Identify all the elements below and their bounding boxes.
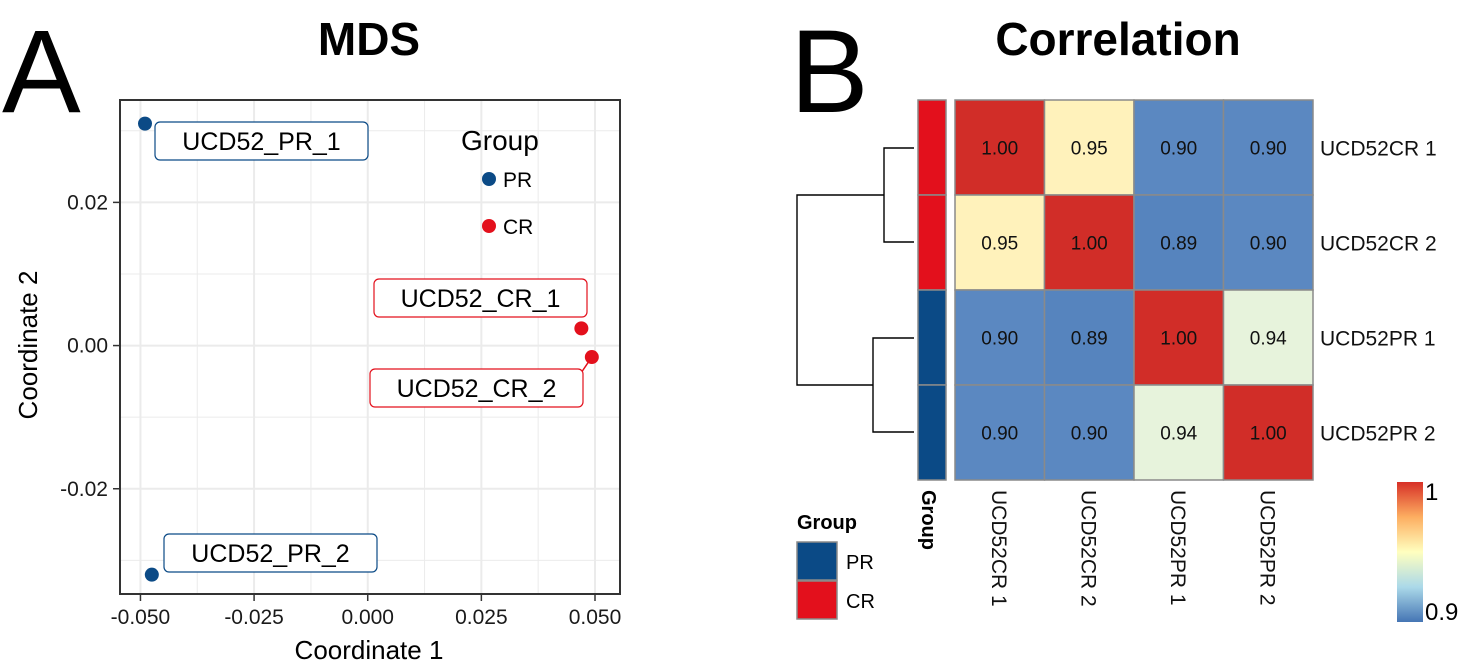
heatmap-column-labels: UCD52CR 1 UCD52CR 2 UCD52PR 1 UCD52PR 2 [987, 490, 1279, 607]
heatmap-cell-value: 1.00 [1160, 329, 1197, 350]
heatmap-row-labels: UCD52CR 1 UCD52CR 2 UCD52PR 1 UCD52PR 2 [1320, 138, 1437, 446]
heatmap-legend-cr-swatch [796, 580, 838, 620]
heatmap-cell-value: 0.90 [1071, 424, 1108, 445]
heatmap-column-label: UCD52PR 1 [1166, 490, 1189, 606]
panel-b-letter: B [790, 6, 869, 138]
heatmap-cell-value: 0.90 [981, 424, 1018, 445]
mds-x-tick-label: 0.025 [455, 606, 508, 629]
mds-y-tick-label: 0.00 [67, 335, 108, 358]
mds-legend-pr-marker [482, 172, 496, 186]
panel-a-letter: A [2, 6, 81, 138]
heatmap-cell [1043, 194, 1135, 291]
heatmap-cell-value: 1.00 [1250, 424, 1287, 445]
mds-point-label-box [154, 121, 369, 161]
mds-point [584, 350, 599, 365]
heatmap-cell [954, 99, 1046, 196]
heatmap-cell [1043, 289, 1135, 386]
heatmap-column-label: UCD52CR 1 [987, 490, 1010, 607]
heatmap-legend-pr-label: PR [846, 552, 874, 574]
heatmap-title: Correlation [995, 13, 1240, 65]
mds-point-label-box [373, 278, 588, 318]
heatmap-column-label: UCD52CR 2 [1076, 490, 1099, 607]
heatmap-row-label: UCD52CR 1 [1320, 138, 1437, 161]
annotation-label: Group [917, 490, 939, 550]
heatmap-cell [1043, 384, 1135, 481]
row-dendrogram [796, 147, 914, 433]
heatmap-cell [954, 194, 1046, 291]
heatmap-cell-value: 0.94 [1160, 424, 1197, 445]
mds-x-tick-label: 0.050 [569, 606, 622, 629]
heatmap-cell-value: 0.90 [1160, 139, 1197, 160]
group-annotation-cell [917, 194, 947, 291]
heatmap-cell-value: 1.00 [1071, 234, 1108, 255]
mds-legend-pr-label: PR [503, 169, 532, 192]
heatmap-row-label: UCD52PR 2 [1320, 423, 1436, 446]
mds-y-tick-label: 0.02 [67, 191, 108, 214]
mds-point-label-box [163, 533, 378, 573]
mds-point-label: UCD52_CR_2 [397, 375, 557, 403]
heatmap-cell [1222, 99, 1314, 196]
heatmap-legend-pr-swatch [796, 541, 838, 581]
mds-legend: Group PR CR [461, 125, 539, 239]
mds-xlabel: Coordinate 1 [295, 635, 444, 665]
mds-point-label: UCD52_PR_1 [182, 128, 340, 156]
heatmap-cell-value: 0.95 [981, 234, 1018, 255]
heatmap-cell-value: 0.90 [1250, 234, 1287, 255]
colorbar-max-label: 1 [1425, 479, 1438, 506]
heatmap-cell [1133, 194, 1225, 291]
mds-x-tick-label: -0.050 [111, 606, 171, 629]
mds-y-tick-label: -0.02 [60, 478, 108, 501]
heatmap-cell-value: 0.89 [1160, 234, 1197, 255]
mds-point-label: UCD52_CR_1 [401, 285, 561, 313]
heatmap-cell [1222, 194, 1314, 291]
heatmap-cell-value: 0.89 [1071, 329, 1108, 350]
mds-point [138, 116, 152, 131]
mds-plot-area: -0.050 -0.025 0.000 0.025 0.050 -0.02 0.00 0.02… [60, 99, 622, 629]
mds-title: MDS [318, 13, 420, 65]
heatmap-cell-value: 0.90 [981, 329, 1018, 350]
heatmap-row-label: UCD52PR 1 [1320, 328, 1436, 351]
mds-panel-border [119, 99, 621, 595]
colorbar [1397, 482, 1423, 622]
heatmap-group-legend: Group PR CR [796, 512, 875, 620]
group-annotation-cell [917, 289, 947, 386]
mds-panel-background [120, 100, 620, 594]
mds-point-label: UCD52_PR_2 [191, 540, 349, 568]
mds-x-tick-label: 0.000 [341, 606, 394, 629]
mds-point [574, 321, 589, 336]
heatmap-column-label: UCD52PR 2 [1255, 490, 1278, 606]
mds-x-tick-label: -0.025 [224, 606, 284, 629]
heatmap-cell [954, 289, 1046, 386]
group-annotation-column [917, 99, 947, 481]
heatmap-cell-value: 0.95 [1071, 139, 1108, 160]
mds-legend-cr-label: CR [503, 216, 533, 239]
heatmap-legend-cr-label: CR [846, 591, 875, 613]
mds-legend-title: Group [461, 125, 539, 156]
group-annotation-cell [917, 99, 947, 196]
colorbar-min-label: 0.9 [1425, 599, 1458, 626]
heatmap-cell-value: 1.00 [981, 139, 1018, 160]
heatmap-cell [954, 384, 1046, 481]
mds-point-label-box [369, 368, 584, 408]
heatmap-cell-value: 0.90 [1250, 139, 1287, 160]
heatmap-cell [1222, 384, 1314, 481]
heatmap-cell-value: 0.94 [1250, 329, 1287, 350]
heatmap-cell [1222, 289, 1314, 386]
heatmap-cell [1133, 384, 1225, 481]
group-annotation-cell [917, 384, 947, 481]
mds-ylabel: Coordinate 2 [13, 271, 43, 420]
mds-point [144, 567, 159, 582]
mds-legend-cr-marker [482, 219, 496, 233]
heatmap-legend-title: Group [797, 512, 857, 534]
heatmap-grid: 1.00 0.95 0.90 0.90 0.95 1.00 0.89 0.90 0.90 0.89… [954, 99, 1314, 481]
heatmap-row-label: UCD52CR 2 [1320, 233, 1437, 256]
heatmap-cell [1043, 99, 1135, 196]
